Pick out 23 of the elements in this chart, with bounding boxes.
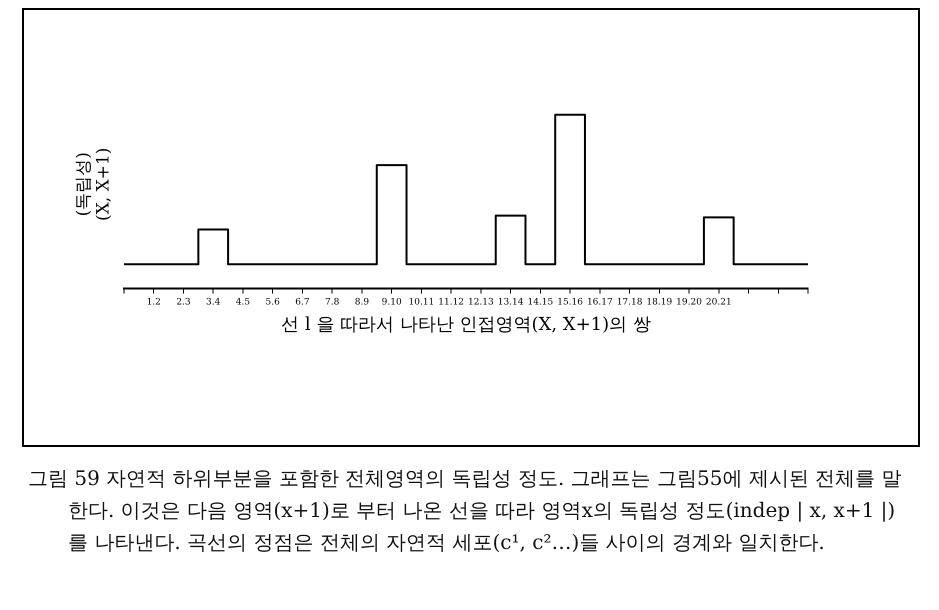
- x-tick-label: 14.15: [527, 297, 554, 308]
- x-tick-label: 11.12: [438, 297, 464, 308]
- x-tick-label: 16.17: [586, 297, 613, 308]
- x-tick-label: 6.7: [295, 297, 310, 308]
- x-tick-label: 9.10: [382, 297, 402, 308]
- x-tick-label: 1.2: [146, 297, 161, 308]
- y-axis-title: (독립성) (X, X+1): [73, 148, 114, 221]
- x-tick-label: 4.5: [236, 297, 250, 308]
- x-tick-label: 18.19: [646, 297, 672, 308]
- x-tick-label: 19.20: [676, 297, 702, 308]
- x-tick-label: 5.6: [266, 297, 280, 308]
- x-tick-label: 13.14: [498, 297, 524, 308]
- caption: 그림 59 자연적 하위부분을 포함한 전체영역의 독립성 정도. 그래프는 그림55에 제시된 전체를 말한다. 이것은 다음 영역(x+1)로 부터 나온 선을 따라 영역x의 독립성 정도(indep | x, x+1 |)를 나타낸다. 곡선의 정점은 전체의 자연적 세포(c¹, c²…)들 사이의 경계와 일치한다.: [28, 465, 903, 556]
- x-tick-label: 3.4: [206, 297, 221, 308]
- x-axis-title: 선 l 을 따라서 나타난 인접영역(X, X+1)의 쌍: [281, 314, 651, 335]
- x-tick-label: 12.13: [468, 297, 494, 308]
- x-tick-label: 10.11: [408, 297, 434, 308]
- x-tick-label: 20.21: [706, 297, 732, 308]
- x-tick-label: 7.8: [325, 297, 340, 308]
- x-tick-label: 15.16: [557, 297, 584, 308]
- x-tick-label: 2.3: [176, 297, 191, 308]
- x-tick-label: 8.9: [354, 297, 370, 308]
- x-tick-label: 17.18: [616, 297, 643, 308]
